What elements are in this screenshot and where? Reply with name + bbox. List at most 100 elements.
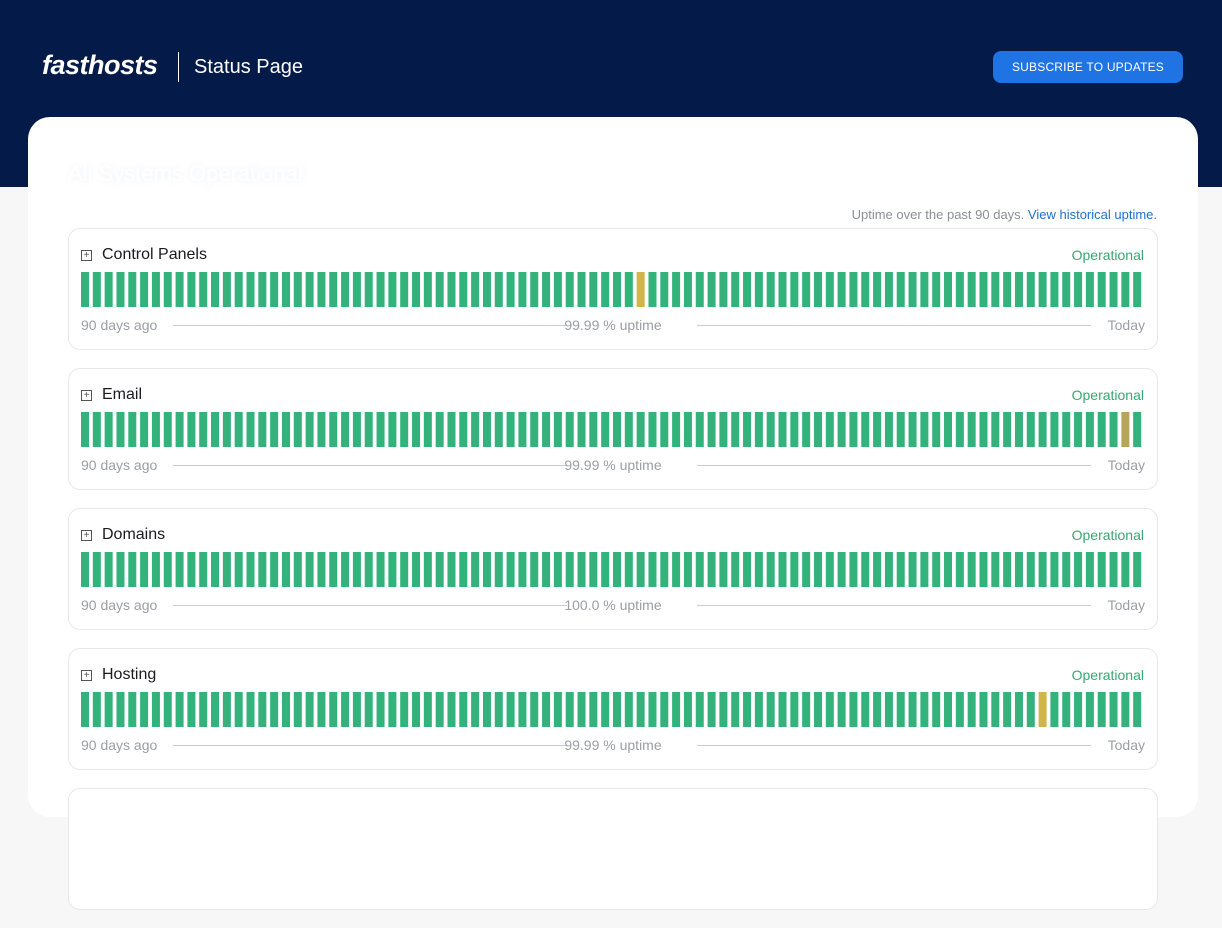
uptime-day-bar[interactable]: [884, 272, 893, 307]
uptime-day-bar[interactable]: [92, 412, 101, 447]
uptime-day-bar[interactable]: [92, 552, 101, 587]
uptime-day-bar[interactable]: [270, 412, 279, 447]
uptime-day-bar[interactable]: [825, 552, 834, 587]
uptime-day-bar[interactable]: [754, 412, 763, 447]
uptime-day-bar[interactable]: [1026, 272, 1035, 307]
uptime-day-bar[interactable]: [790, 552, 799, 587]
uptime-day-bar[interactable]: [873, 552, 882, 587]
uptime-day-bar[interactable]: [624, 412, 633, 447]
uptime-day-bar[interactable]: [447, 692, 456, 727]
uptime-day-bar[interactable]: [683, 692, 692, 727]
uptime-day-bar[interactable]: [281, 412, 290, 447]
uptime-day-bar[interactable]: [482, 692, 491, 727]
uptime-day-bar[interactable]: [967, 552, 976, 587]
uptime-day-bar[interactable]: [258, 272, 267, 307]
uptime-day-bar[interactable]: [589, 692, 598, 727]
uptime-day-bar[interactable]: [329, 412, 338, 447]
uptime-day-bar[interactable]: [613, 412, 621, 447]
uptime-day-bar[interactable]: [825, 412, 834, 447]
uptime-day-bar[interactable]: [317, 412, 326, 447]
uptime-day-bar[interactable]: [648, 272, 657, 307]
uptime-day-bar[interactable]: [329, 272, 338, 307]
uptime-day-bar[interactable]: [187, 272, 196, 307]
uptime-day-bar[interactable]: [861, 552, 870, 587]
uptime-day-bar[interactable]: [861, 412, 870, 447]
uptime-day-bar[interactable]: [423, 692, 432, 727]
uptime-day-bar[interactable]: [932, 272, 941, 307]
uptime-day-bar[interactable]: [187, 692, 196, 727]
uptime-day-bar[interactable]: [151, 412, 160, 447]
uptime-day-bar[interactable]: [719, 412, 728, 447]
uptime-day-bar[interactable]: [944, 412, 953, 447]
uptime-day-bar[interactable]: [246, 412, 255, 447]
uptime-day-bar[interactable]: [802, 272, 811, 307]
uptime-day-bar[interactable]: [459, 552, 468, 587]
uptime-day-bar[interactable]: [494, 552, 503, 587]
uptime-day-bar[interactable]: [376, 412, 385, 447]
uptime-day-bar[interactable]: [104, 272, 113, 307]
uptime-day-bar[interactable]: [163, 692, 172, 727]
uptime-day-bar[interactable]: [341, 272, 350, 307]
uptime-day-bar[interactable]: [577, 692, 586, 727]
uptime-day-bar[interactable]: [1109, 412, 1118, 447]
uptime-day-bar[interactable]: [589, 272, 598, 307]
expand-icon[interactable]: +: [81, 530, 92, 541]
uptime-day-bar[interactable]: [766, 412, 775, 447]
uptime-day-bar[interactable]: [1062, 412, 1071, 447]
uptime-day-bar[interactable]: [364, 552, 373, 587]
uptime-day-bar[interactable]: [352, 552, 361, 587]
uptime-day-bar[interactable]: [577, 272, 586, 307]
uptime-day-bar[interactable]: [104, 552, 113, 587]
uptime-day-bar[interactable]: [920, 272, 929, 307]
uptime-day-bar[interactable]: [1097, 272, 1106, 307]
uptime-day-bar[interactable]: [116, 552, 125, 587]
uptime-day-bar[interactable]: [435, 692, 444, 727]
uptime-day-bar[interactable]: [1085, 692, 1094, 727]
uptime-day-bar[interactable]: [624, 272, 633, 307]
uptime-day-bar[interactable]: [944, 692, 953, 727]
uptime-day-bar[interactable]: [494, 272, 503, 307]
uptime-day-bar[interactable]: [731, 692, 740, 727]
uptime-day-bar[interactable]: [471, 552, 480, 587]
uptime-day-bar[interactable]: [506, 412, 515, 447]
uptime-day-bar[interactable]: [494, 692, 503, 727]
uptime-day-bar[interactable]: [234, 552, 243, 587]
uptime-day-bar[interactable]: [293, 412, 302, 447]
uptime-day-bar[interactable]: [305, 692, 314, 727]
uptime-day-bar[interactable]: [1074, 692, 1083, 727]
uptime-day-bar[interactable]: [364, 412, 373, 447]
uptime-day-bar[interactable]: [1097, 692, 1106, 727]
uptime-day-bar[interactable]: [151, 692, 160, 727]
uptime-day-bar[interactable]: [1014, 692, 1023, 727]
uptime-day-bar[interactable]: [813, 412, 822, 447]
uptime-day-bar[interactable]: [932, 552, 941, 587]
uptime-day-bar[interactable]: [81, 552, 89, 587]
uptime-day-bar[interactable]: [1003, 552, 1012, 587]
uptime-day-bar[interactable]: [944, 552, 953, 587]
uptime-day-bar[interactable]: [352, 692, 361, 727]
uptime-day-bar[interactable]: [281, 552, 290, 587]
uptime-day-bar[interactable]: [991, 552, 1000, 587]
uptime-day-bar[interactable]: [482, 552, 491, 587]
uptime-day-bar[interactable]: [1038, 552, 1047, 587]
uptime-day-bar[interactable]: [341, 692, 350, 727]
uptime-day-bar[interactable]: [423, 412, 432, 447]
uptime-day-bar[interactable]: [222, 412, 231, 447]
uptime-day-bar[interactable]: [447, 272, 456, 307]
uptime-day-bar[interactable]: [1003, 412, 1012, 447]
uptime-day-bar[interactable]: [743, 692, 752, 727]
uptime-day-bar[interactable]: [695, 692, 704, 727]
uptime-day-bar[interactable]: [967, 692, 976, 727]
uptime-day-bar[interactable]: [140, 412, 149, 447]
uptime-day-bar[interactable]: [589, 412, 598, 447]
uptime-day-bar[interactable]: [1050, 412, 1059, 447]
uptime-day-bar[interactable]: [81, 412, 89, 447]
uptime-day-bar[interactable]: [553, 272, 562, 307]
uptime-day-bar[interactable]: [778, 692, 787, 727]
uptime-day-bar[interactable]: [352, 272, 361, 307]
uptime-day-bar[interactable]: [1038, 272, 1047, 307]
uptime-day-bar[interactable]: [731, 412, 740, 447]
uptime-day-bar[interactable]: [222, 272, 231, 307]
uptime-day-bar[interactable]: [648, 692, 657, 727]
uptime-day-bar[interactable]: [648, 412, 657, 447]
